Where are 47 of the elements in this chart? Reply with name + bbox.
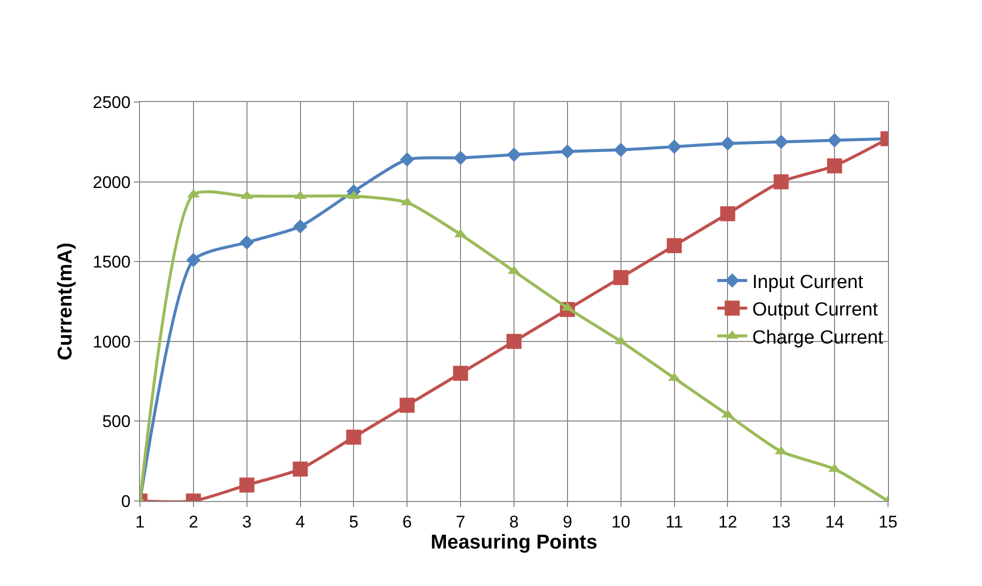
y-tick-label: 2000 [92, 172, 131, 192]
point [613, 270, 628, 286]
x-tick-label: 9 [562, 512, 572, 532]
x-tick-label: 2 [188, 512, 198, 532]
y-tick-label: 0 [121, 492, 131, 511]
point [453, 366, 468, 381]
x-tick-label: 14 [825, 512, 844, 532]
point [453, 150, 468, 166]
point [240, 235, 254, 250]
y-tick-label: 500 [102, 412, 131, 432]
point [560, 144, 575, 159]
y-axis-title: Current(mA) [54, 242, 76, 360]
point [614, 142, 628, 158]
point [506, 334, 522, 349]
x-tick-label: 7 [456, 512, 466, 532]
y-tick-label: 2500 [92, 92, 131, 112]
point [774, 174, 789, 190]
point [293, 219, 308, 234]
point [506, 148, 522, 162]
x-tick-label: 5 [348, 512, 358, 532]
point [346, 430, 362, 445]
point [720, 206, 736, 222]
point [400, 398, 415, 413]
y-tick-label: 1000 [92, 332, 131, 352]
x-tick-label: 4 [296, 512, 306, 532]
point [400, 152, 414, 167]
x-tick-label: 15 [878, 512, 898, 532]
y-tick-label: 1500 [92, 252, 131, 272]
legend-label: Input Current [752, 272, 864, 293]
point [667, 140, 682, 154]
x-tick-label: 3 [242, 512, 252, 532]
x-tick-label: 13 [772, 512, 791, 532]
x-tick-label: 10 [611, 512, 630, 532]
x-tick-label: 12 [718, 512, 738, 532]
legend-label: Charge Current [752, 327, 884, 348]
x-tick-label: 11 [665, 512, 684, 532]
point [666, 238, 682, 254]
point [186, 252, 201, 268]
x-tick-label: 6 [402, 512, 412, 532]
point [827, 158, 842, 174]
point [774, 134, 788, 150]
x-tick-label: 8 [509, 512, 519, 532]
point [827, 133, 842, 148]
x-tick-label: 1 [135, 512, 145, 532]
legend-label: Output Current [752, 300, 879, 321]
point [720, 136, 735, 151]
x-axis-title: Measuring Points [430, 531, 598, 554]
